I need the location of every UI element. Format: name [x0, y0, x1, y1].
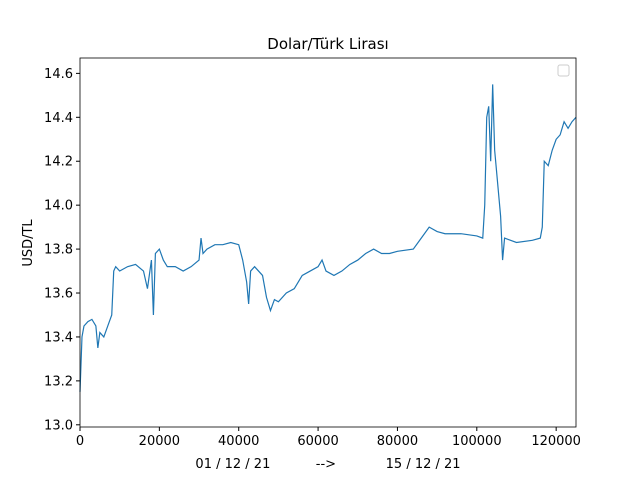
y-tick-label: 13.2 [44, 374, 73, 389]
x-tick-label: 100000 [452, 434, 502, 449]
x-tick-label: 60000 [297, 434, 338, 449]
y-tick-label: 14.2 [44, 155, 73, 170]
x-tick-label: 120000 [531, 434, 581, 449]
y-tick-label: 13.6 [44, 287, 73, 302]
y-tick-label: 13.4 [44, 330, 73, 345]
y-tick-label: 14.0 [44, 199, 73, 214]
y-tick-label: 13.8 [44, 243, 73, 258]
y-tick-label: 14.4 [44, 111, 73, 126]
chart-title: Dolar/Türk Lirası [267, 35, 388, 53]
x-tick-label: 20000 [139, 434, 180, 449]
legend-box [557, 64, 570, 77]
line-series [79, 84, 577, 392]
x-tick-label: 0 [76, 434, 84, 449]
plot-frame [79, 57, 577, 428]
y-axis-label: USD/TL [21, 219, 36, 267]
x-tick-label: 40000 [218, 434, 259, 449]
y-tick-label: 13.0 [44, 418, 73, 433]
x-tick-label: 80000 [377, 434, 418, 449]
y-tick-label: 14.6 [44, 67, 73, 82]
x-axis-label: 01 / 12 / 21 --> 15 / 12 / 21 [195, 457, 460, 472]
